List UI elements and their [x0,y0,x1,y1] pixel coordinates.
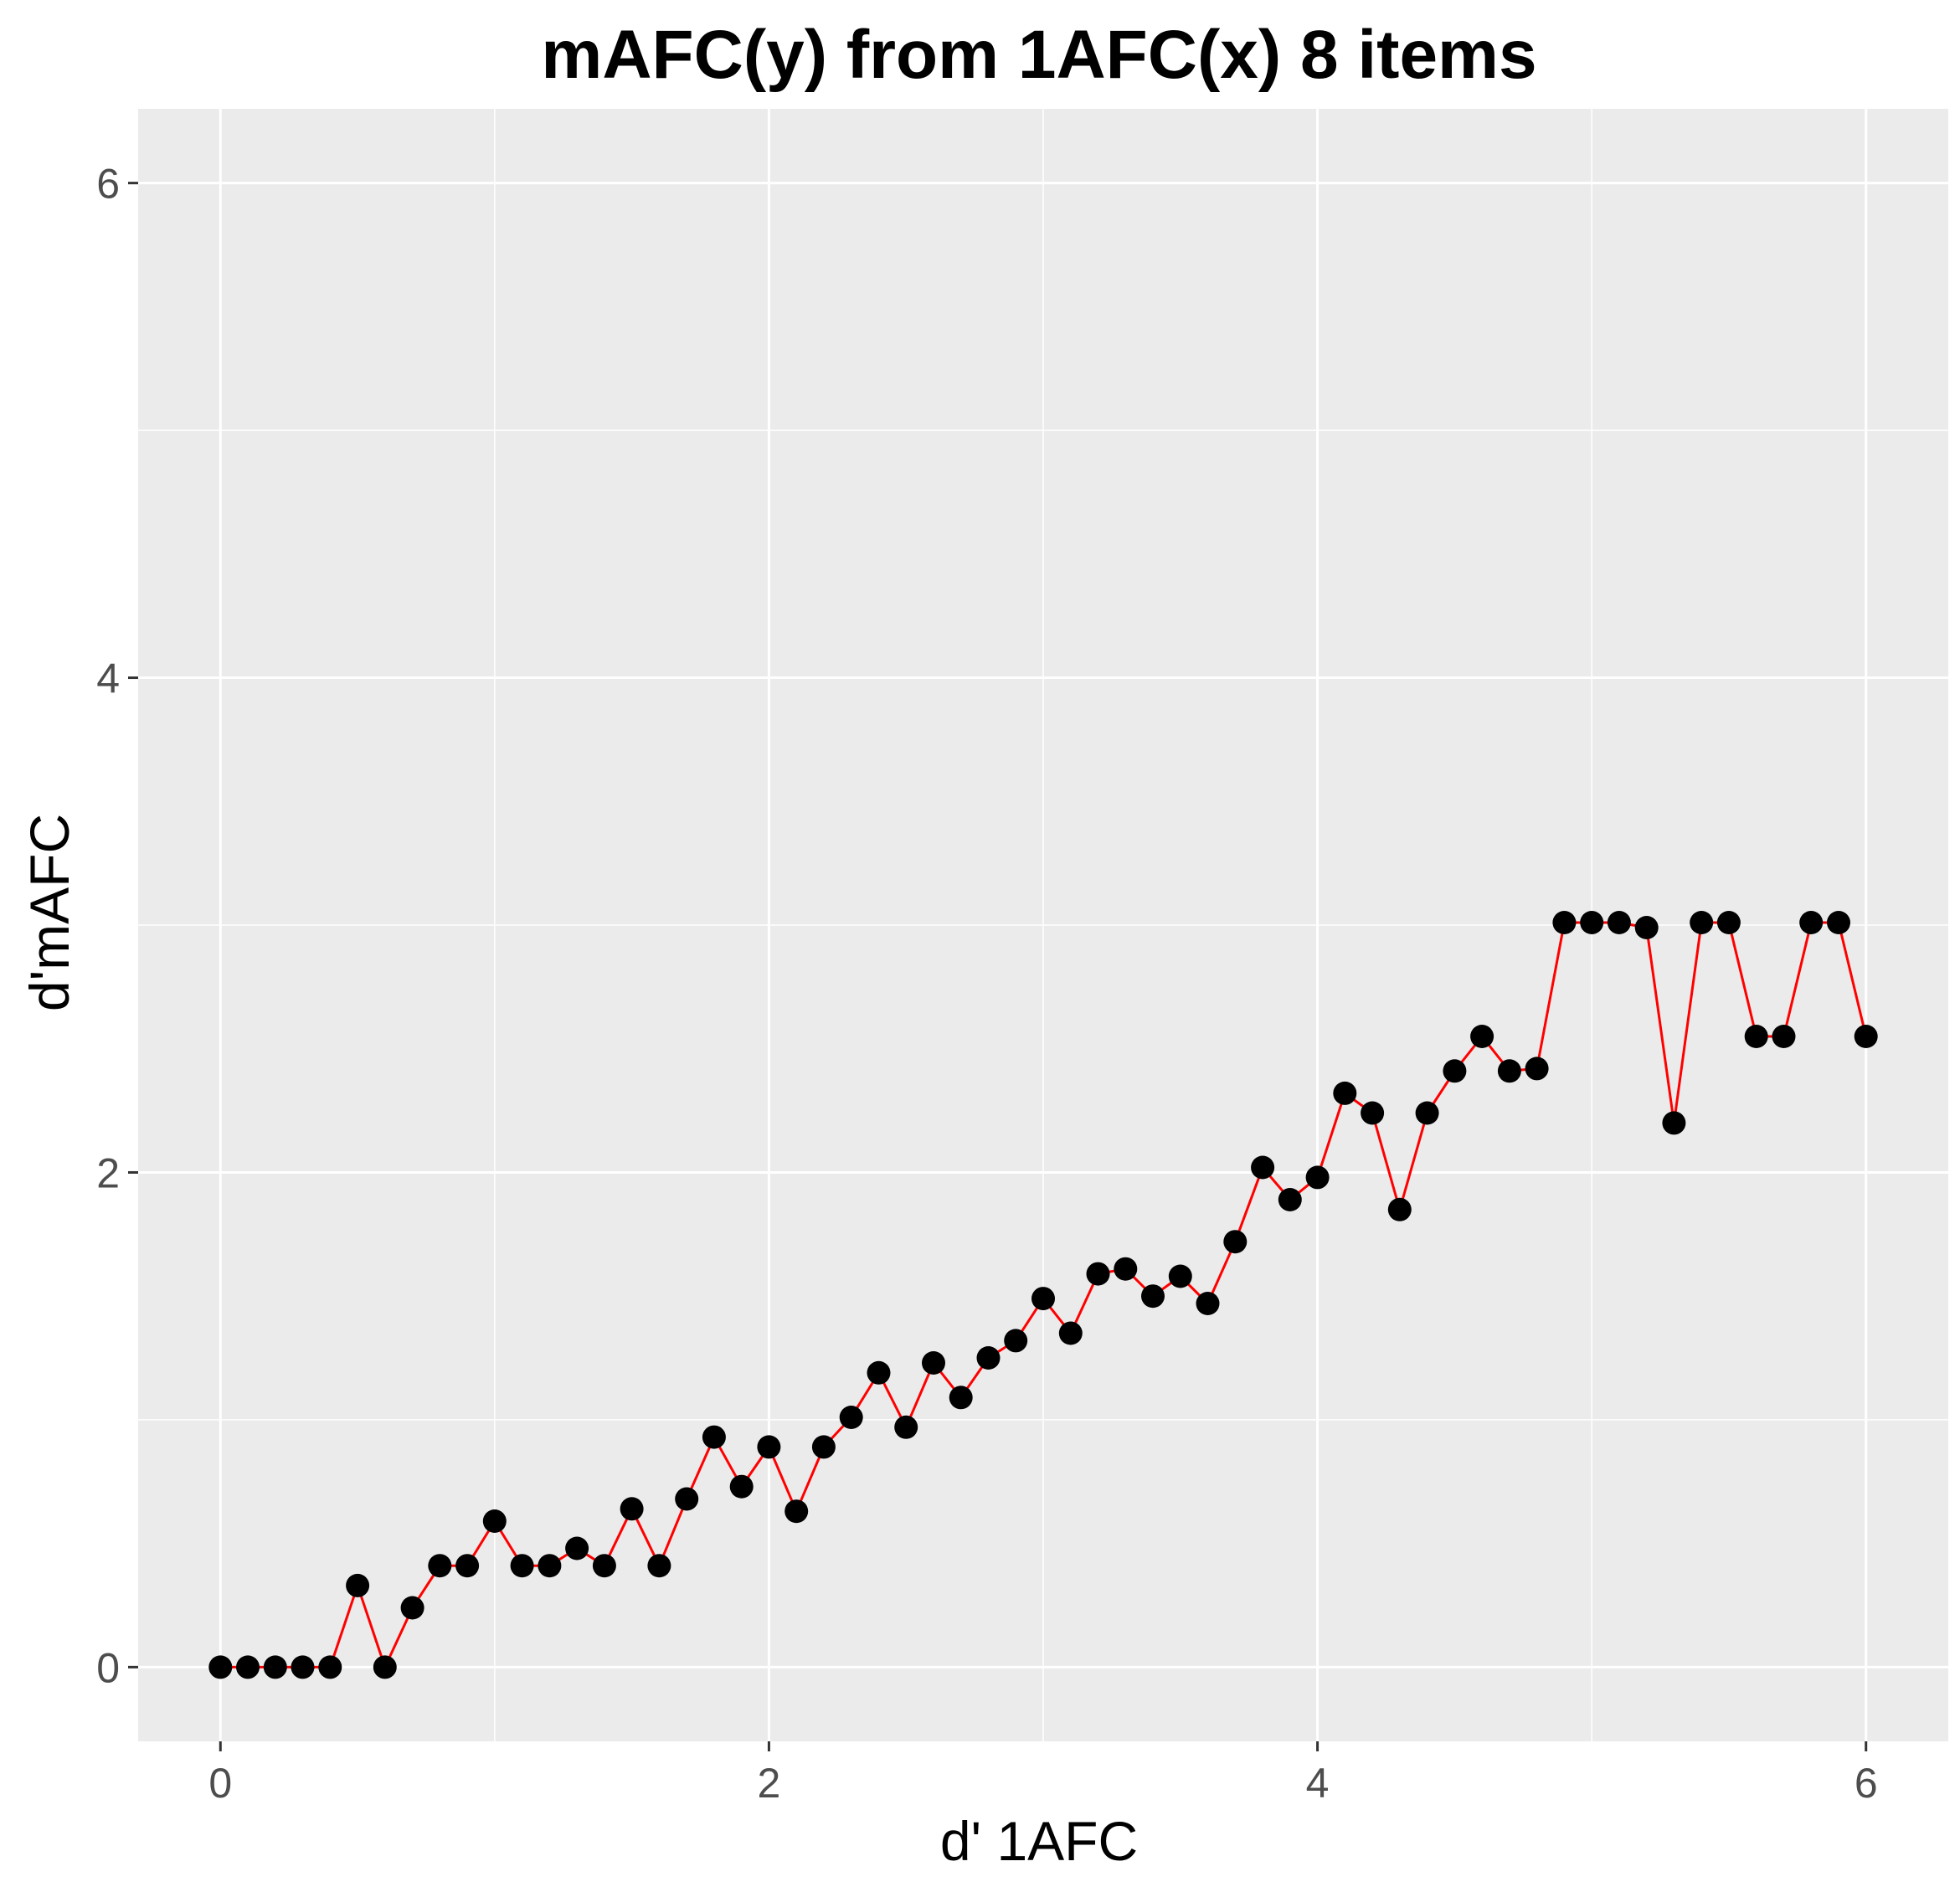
data-point [482,1509,507,1533]
data-point [1827,911,1850,934]
data-point [538,1554,562,1578]
data-point [291,1655,315,1679]
y-tick-label: 2 [96,1149,120,1196]
y-tick-label: 4 [96,656,120,702]
data-point [1361,1101,1385,1125]
chart-title: mAFC(y) from 1AFC(x) 8 items [541,17,1536,93]
data-point [1552,911,1577,934]
data-point [400,1596,424,1620]
data-point [1196,1292,1220,1315]
data-point [785,1499,809,1524]
x-axis: 0 2 4 6 [208,1741,1878,1807]
data-point [1607,911,1631,934]
data-point [1744,1025,1768,1048]
x-tick-label: 0 [208,1760,232,1807]
data-point [867,1360,891,1385]
data-point [455,1554,480,1578]
data-point [1031,1287,1055,1311]
x-tick-label: 4 [1306,1760,1330,1807]
data-point [1058,1321,1083,1345]
data-point [1772,1025,1796,1048]
data-point [236,1655,260,1679]
data-point [1305,1165,1330,1190]
data-point [510,1554,534,1578]
data-point [757,1435,781,1459]
data-point [1662,1111,1686,1135]
data-point [620,1497,644,1521]
data-point [675,1487,699,1511]
data-point [565,1536,589,1561]
data-point [592,1554,616,1578]
data-point [1223,1230,1248,1254]
data-point [1415,1101,1439,1125]
data-point [949,1386,973,1410]
data-point [1580,911,1604,934]
data-point [1278,1188,1302,1211]
data-point [811,1435,836,1459]
data-point [647,1554,671,1578]
data-point [1004,1329,1028,1353]
data-point [1168,1264,1192,1288]
data-point [702,1425,726,1449]
data-point [1716,911,1741,934]
data-point [1799,911,1824,934]
data-point [1086,1262,1110,1286]
data-point [1470,1025,1494,1048]
data-point [1634,916,1659,939]
major-gridlines [138,109,1948,1741]
data-point [839,1406,863,1429]
data-point [1114,1257,1138,1281]
data-point [373,1655,397,1679]
data-point [922,1351,945,1375]
data-point [208,1655,233,1679]
data-point [894,1415,918,1439]
data-point [428,1554,452,1578]
data-point [1525,1057,1549,1081]
data-point [346,1573,370,1597]
data-point [1854,1025,1878,1048]
y-axis: 0 2 4 6 [96,161,138,1691]
data-point [1251,1155,1275,1180]
data-point [1333,1081,1357,1105]
data-point [1443,1059,1467,1083]
x-tick-label: 6 [1855,1760,1878,1807]
y-tick-label: 6 [96,161,120,208]
data-point [1690,911,1714,934]
data-point [976,1346,1001,1370]
data-point [729,1474,754,1499]
data-point [1497,1059,1521,1083]
data-point [318,1655,342,1679]
data-point [1141,1284,1165,1309]
series-layer [208,911,1878,1679]
x-axis-title: d' 1AFC [940,1810,1138,1872]
x-tick-label: 2 [758,1760,781,1807]
data-point [1387,1197,1412,1221]
y-tick-label: 0 [96,1644,120,1691]
data-point [263,1655,287,1679]
y-axis-title: d'mAFC [18,814,80,1011]
